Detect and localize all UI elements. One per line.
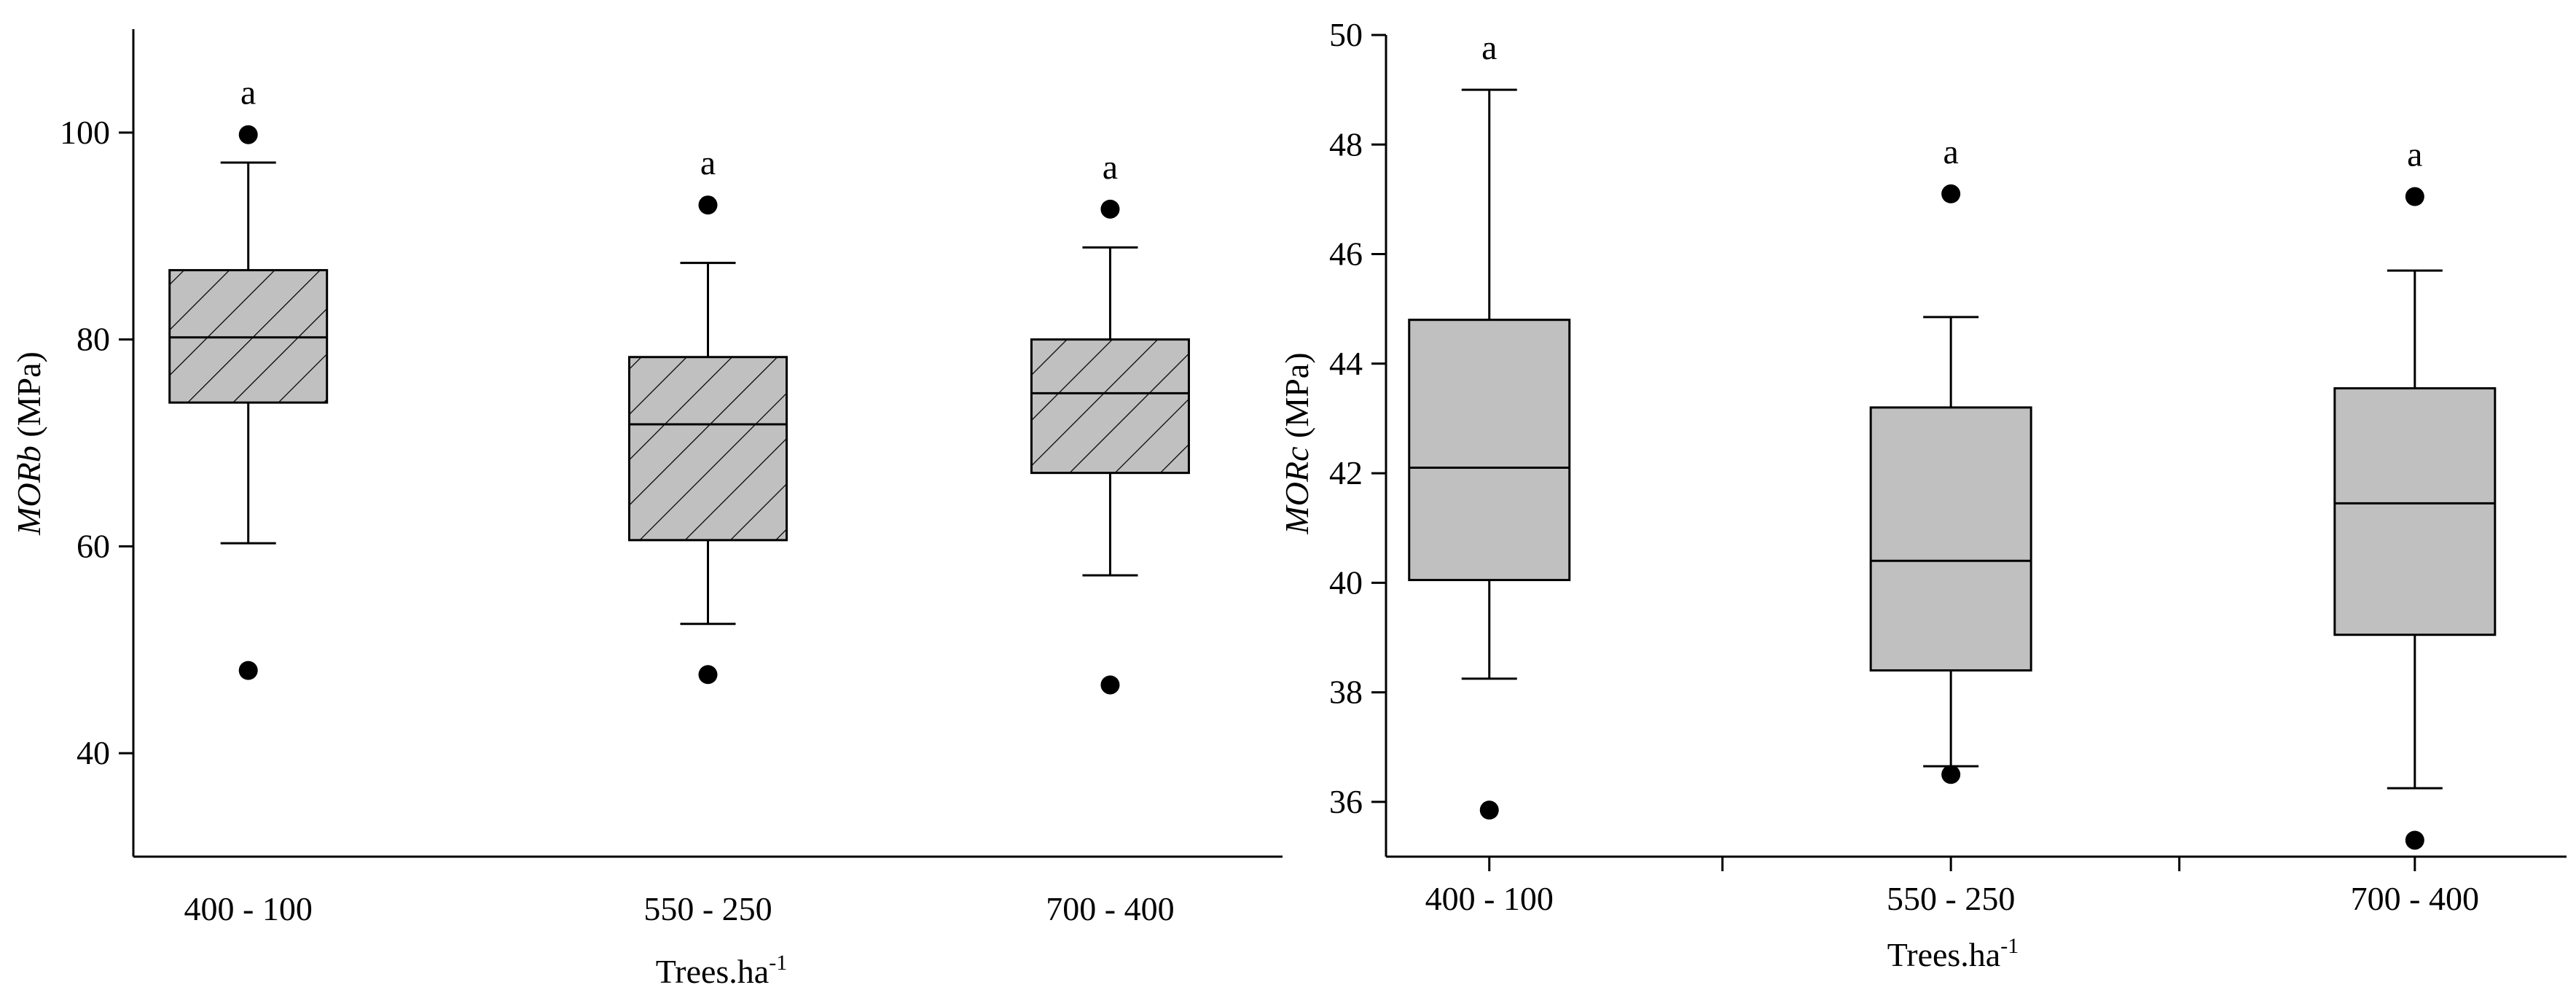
outlier-point <box>1941 765 1961 784</box>
box-iqr <box>1869 406 2032 672</box>
significance-letter: a <box>240 74 256 112</box>
box-iqr <box>628 356 788 542</box>
y-axis-title-variable: MORb <box>10 445 47 536</box>
y-tick-label: 50 <box>1329 16 1363 53</box>
outlier-point <box>1100 675 1120 695</box>
y-tick-label: 48 <box>1329 125 1363 163</box>
box-iqr <box>2333 387 2497 636</box>
x-axis-title: Trees.ha-1 <box>1887 934 2019 973</box>
chart-panel-left: 40 60 80 100 400 - 100 550 - 250 700 - 400 a a a M… <box>10 29 1283 990</box>
outlier-point <box>238 661 258 680</box>
y-axis-title: MORc (MPa) <box>1278 352 1315 534</box>
y-tick-label: 80 <box>77 321 110 358</box>
outlier-point <box>2405 187 2424 206</box>
box-iqr <box>1408 319 1571 582</box>
y-axis-title-unit: (MPa) <box>1278 352 1315 446</box>
x-tick-label: 550 - 250 <box>1887 880 2015 917</box>
significance-letter: a <box>1943 133 1959 171</box>
significance-letter: a <box>1481 28 1497 67</box>
x-axis-title-superscript: -1 <box>2000 934 2019 958</box>
outlier-point <box>698 195 718 215</box>
significance-letter: a <box>1103 148 1118 187</box>
outlier-point <box>1479 801 1499 820</box>
y-tick-label: 40 <box>1329 564 1363 601</box>
y-tick-label: 46 <box>1329 235 1363 273</box>
y-tick-label: 42 <box>1329 454 1363 491</box>
x-tick-label: 400 - 100 <box>184 890 313 927</box>
y-tick-label: 100 <box>60 114 110 151</box>
outlier-point <box>2405 830 2424 850</box>
significance-letter: a <box>2407 136 2422 174</box>
x-axis-title-main: Trees.ha <box>656 953 769 990</box>
outlier-point <box>1941 184 1961 203</box>
x-tick-label: 700 - 400 <box>2351 880 2479 917</box>
x-axis-title-main: Trees.ha <box>1887 936 2000 973</box>
y-tick-label: 60 <box>77 527 110 564</box>
y-axis-title-variable: MORc <box>1278 446 1315 534</box>
box-iqr <box>1030 338 1190 475</box>
outlier-point <box>238 125 258 144</box>
y-axis-title: MORb (MPa) <box>10 351 47 536</box>
significance-letter: a <box>700 144 716 182</box>
y-tick-label: 40 <box>77 734 110 771</box>
chart-panel-right: 36 38 40 42 44 46 48 50 400 - 100 550 - 250 700 - … <box>1278 16 2567 973</box>
x-axis-title: Trees.ha-1 <box>656 951 787 990</box>
x-axis-title-superscript: -1 <box>769 951 787 975</box>
y-axis-title-unit: (MPa) <box>10 351 47 445</box>
y-tick-label: 38 <box>1329 674 1363 711</box>
outlier-point <box>698 665 718 685</box>
x-tick-label: 700 - 400 <box>1046 890 1174 927</box>
x-tick-label: 400 - 100 <box>1425 880 1554 917</box>
y-tick-label: 44 <box>1329 345 1363 382</box>
y-tick-label: 36 <box>1329 783 1363 820</box>
outlier-point <box>1100 199 1120 219</box>
x-tick-label: 550 - 250 <box>643 890 772 927</box>
